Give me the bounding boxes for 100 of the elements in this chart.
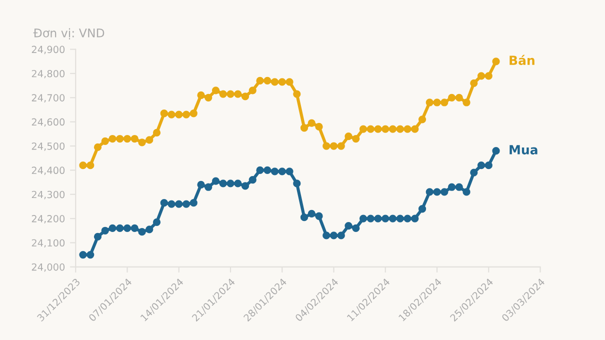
series-label: Bán [510,54,534,66]
point [470,168,478,176]
point [79,162,87,170]
point [286,168,294,176]
point [359,214,368,222]
point [278,78,286,86]
point [204,183,212,191]
point [278,168,286,176]
point [404,214,412,222]
point [433,188,441,196]
point [308,119,316,127]
point [440,98,448,106]
point [477,72,486,80]
y-tick-label: 24,800 [32,70,65,78]
point [197,180,205,189]
series-label: Mua [510,145,538,154]
point [411,214,419,222]
point [344,132,352,140]
point [337,142,345,150]
point [123,134,132,143]
point [308,210,316,218]
point [116,134,124,143]
point [426,98,434,106]
point [330,232,338,240]
point [366,214,374,222]
point [382,214,390,222]
point [79,250,87,259]
point [168,110,176,118]
point [477,162,486,170]
point [94,143,102,152]
point [484,162,492,170]
point [388,125,397,133]
point [322,142,330,150]
point [108,134,116,143]
y-tick-label: 24,500 [32,142,65,151]
y-tick-label: 24,000 [32,263,65,272]
point [160,110,168,118]
point [440,188,448,196]
point [190,110,198,118]
point [300,214,308,222]
point [146,136,154,144]
point [108,224,116,232]
point [94,232,102,240]
point [366,125,374,133]
point [101,137,109,145]
point [212,86,220,94]
y-tick-label: 24,300 [32,190,65,200]
point [396,214,404,222]
point [315,122,323,130]
point [182,200,190,208]
point [152,218,161,226]
point [160,199,168,207]
point [175,110,183,118]
point [270,168,279,176]
point [130,134,138,143]
point [455,183,463,191]
point [418,205,426,213]
point [322,232,330,240]
point [182,110,190,118]
point [248,86,256,94]
point [256,166,264,174]
point [286,78,294,86]
point [248,176,256,184]
point [448,94,456,102]
point [264,166,272,174]
point [190,199,198,207]
point [330,142,338,150]
point [123,224,132,232]
point [204,94,212,102]
point [234,90,242,98]
point [418,116,426,124]
y-axis-title: Đơn vị: VND [33,28,104,40]
point [212,177,220,185]
point [175,200,183,208]
point [484,72,492,80]
point [116,224,124,232]
point [264,76,272,85]
point [352,224,360,232]
point [411,125,419,133]
point [219,180,227,188]
point [359,125,368,133]
point [433,98,441,106]
point [197,91,205,100]
point [300,124,308,132]
point [462,98,470,106]
point [226,90,234,98]
point [374,125,382,133]
point [462,188,470,196]
y-tick-label: 24,900 [32,46,65,54]
point [492,58,500,66]
point [388,214,397,222]
point [270,78,279,86]
y-tick-label: 24,100 [32,239,65,248]
point [404,125,412,133]
y-tick-label: 24,600 [32,118,65,127]
point [337,232,345,240]
point [241,92,250,100]
point [455,94,463,102]
point [138,228,146,236]
point [256,76,264,85]
